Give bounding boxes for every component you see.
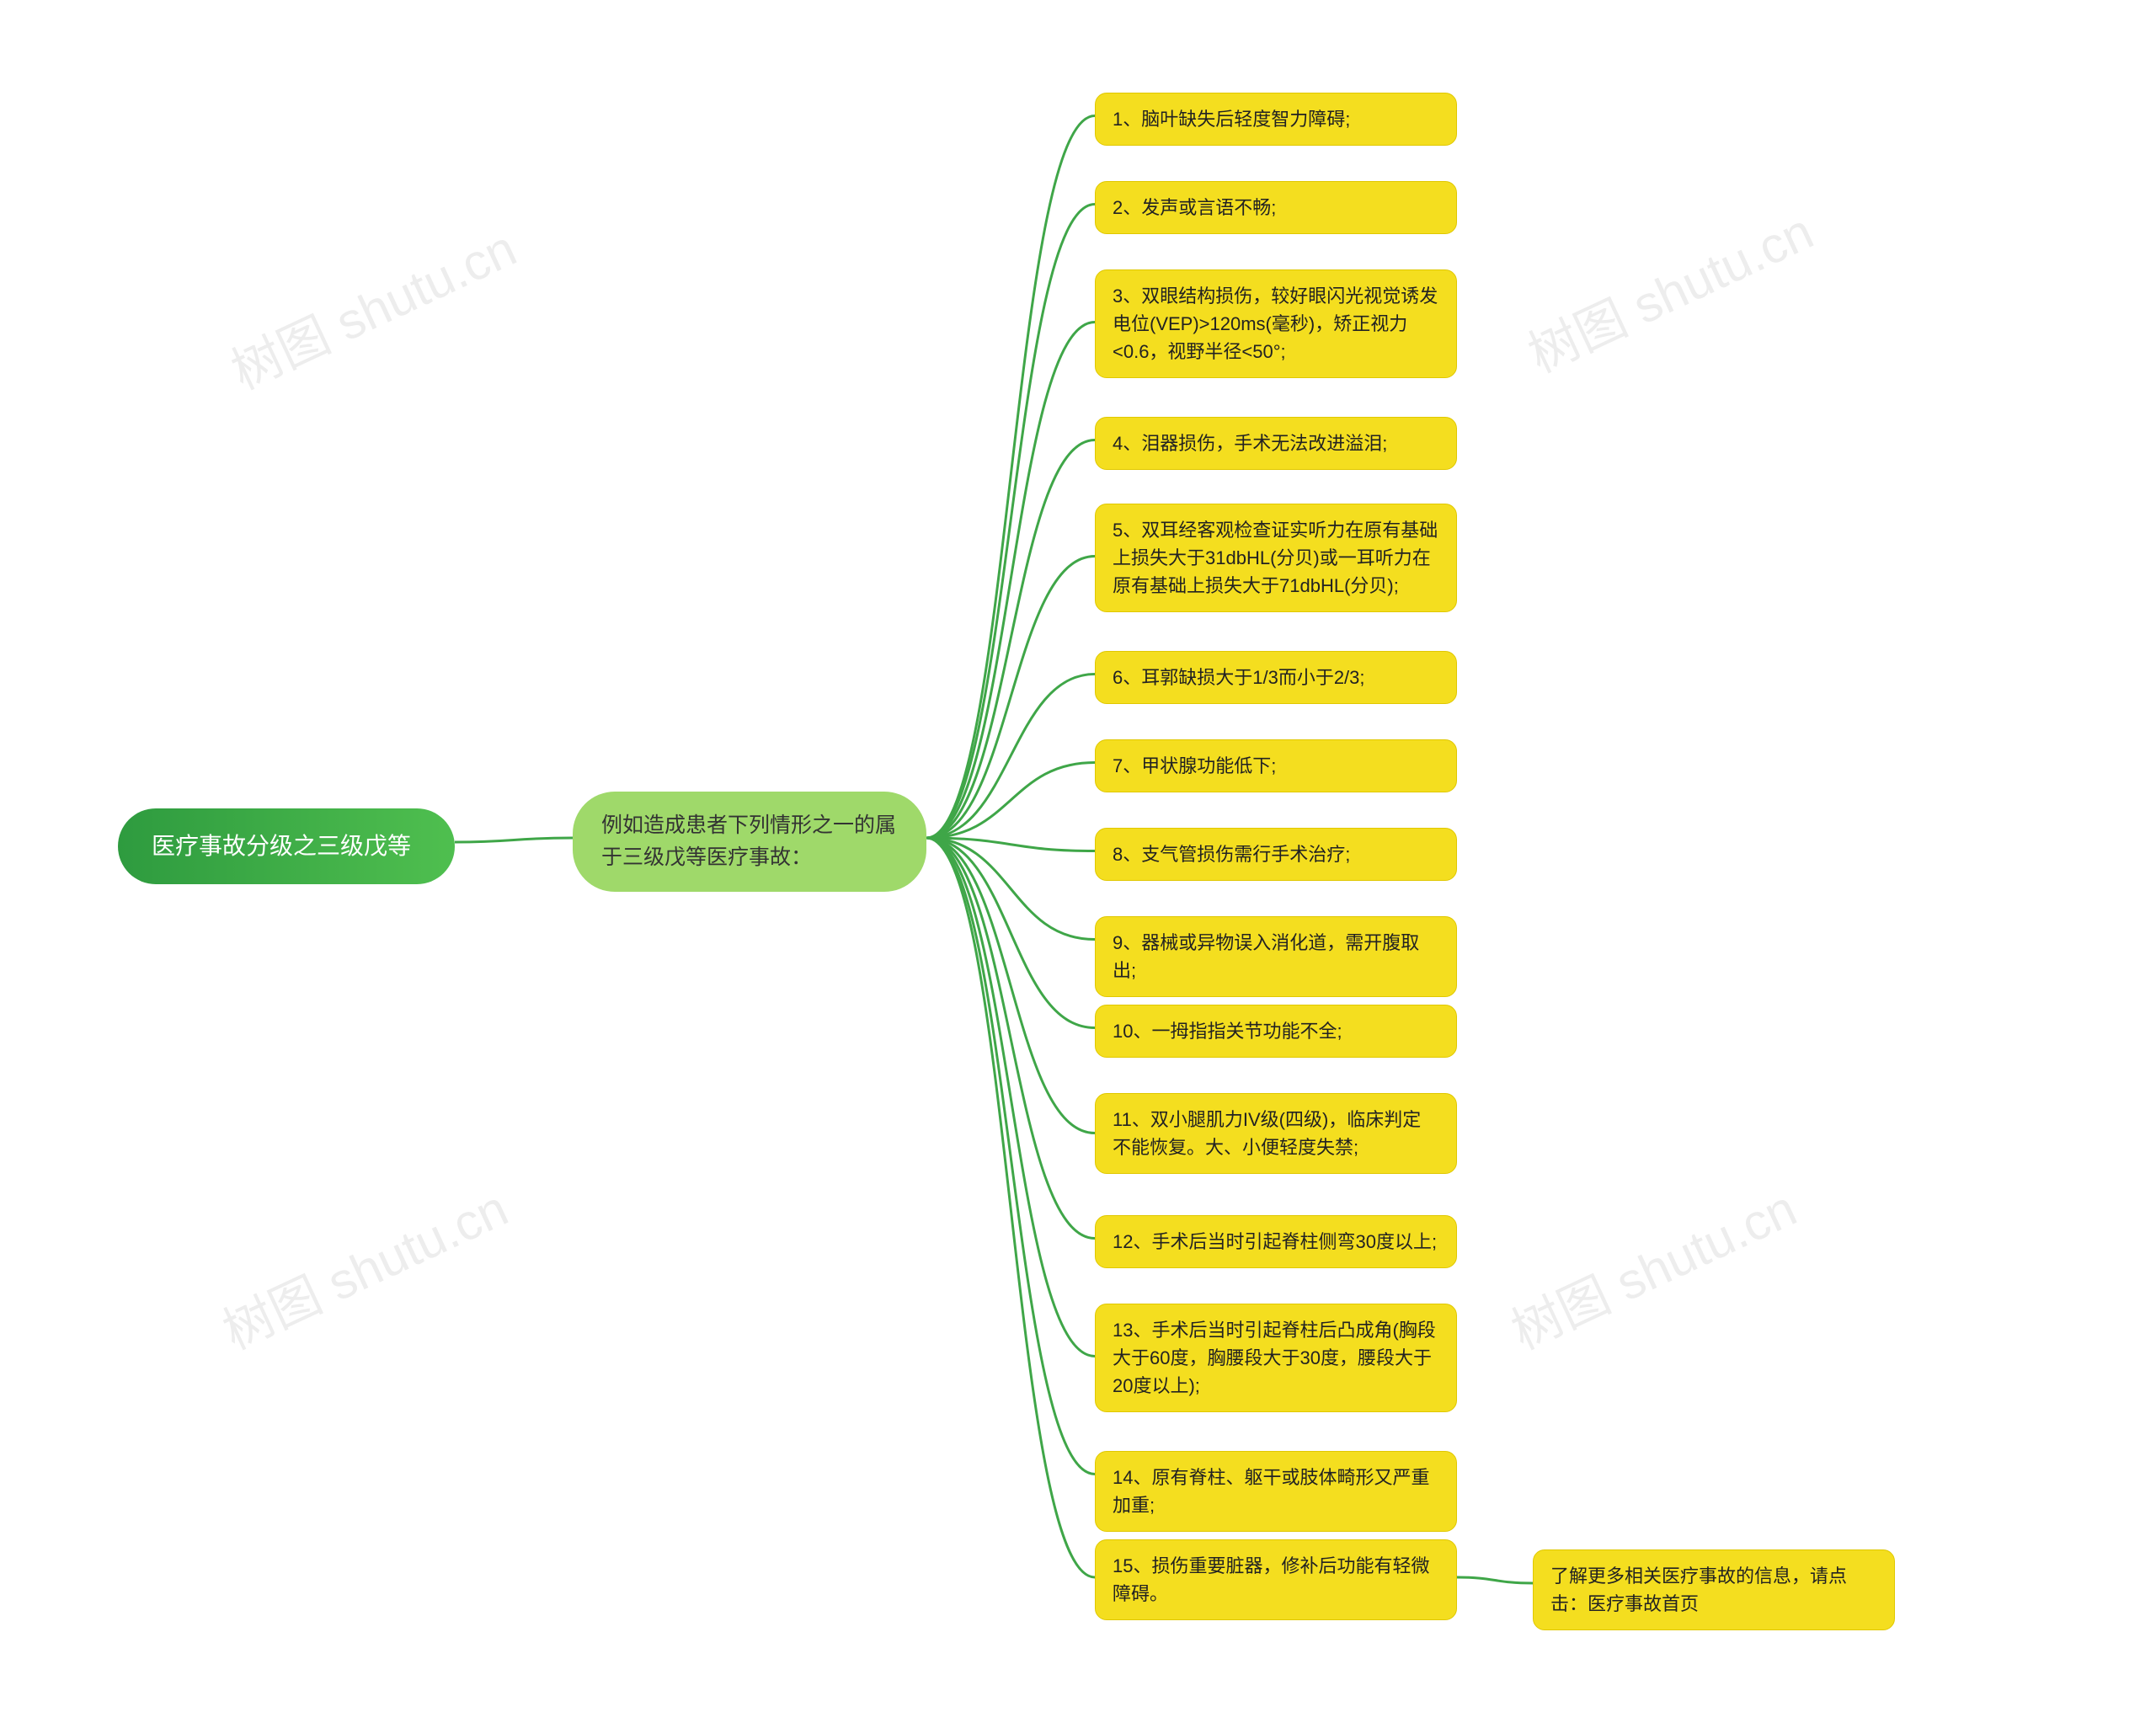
- leaf-node: 11、双小腿肌力IV级(四级)，临床判定不能恢复。大、小便轻度失禁;: [1095, 1093, 1457, 1174]
- leaf-text: 6、耳郭缺损大于1/3而小于2/3;: [1113, 667, 1365, 688]
- leaf-text: 9、器械或异物误入消化道，需开腹取出;: [1113, 932, 1419, 981]
- tail-node: 了解更多相关医疗事故的信息，请点击：医疗事故首页: [1533, 1549, 1895, 1630]
- leaf-node: 13、手术后当时引起脊柱后凸成角(胸段大于60度，胸腰段大于30度，腰段大于20…: [1095, 1304, 1457, 1412]
- mindmap-container: 医疗事故分级之三级戊等 例如造成患者下列情形之一的属于三级戊等医疗事故： 1、脑…: [0, 0, 2156, 1728]
- leaf-node: 7、甲状腺功能低下;: [1095, 739, 1457, 792]
- leaf-text: 8、支气管损伤需行手术治疗;: [1113, 844, 1350, 865]
- leaf-node: 1、脑叶缺失后轻度智力障碍;: [1095, 93, 1457, 146]
- leaf-text: 1、脑叶缺失后轻度智力障碍;: [1113, 109, 1350, 130]
- leaf-node: 3、双眼结构损伤，较好眼闪光视觉诱发电位(VEP)>120ms(毫秒)，矫正视力…: [1095, 269, 1457, 378]
- leaf-text: 3、双眼结构损伤，较好眼闪光视觉诱发电位(VEP)>120ms(毫秒)，矫正视力…: [1113, 285, 1438, 362]
- level1-node: 例如造成患者下列情形之一的属于三级戊等医疗事故：: [573, 792, 926, 892]
- leaf-text: 4、泪器损伤，手术无法改进溢泪;: [1113, 433, 1387, 454]
- leaf-text: 7、甲状腺功能低下;: [1113, 755, 1276, 776]
- leaf-text: 14、原有脊柱、躯干或肢体畸形又严重加重;: [1113, 1467, 1429, 1516]
- leaf-node: 14、原有脊柱、躯干或肢体畸形又严重加重;: [1095, 1451, 1457, 1532]
- leaf-text: 12、手术后当时引起脊柱侧弯30度以上;: [1113, 1231, 1437, 1252]
- leaf-text: 5、双耳经客观检查证实听力在原有基础上损失大于31dbHL(分贝)或一耳听力在原…: [1113, 520, 1438, 596]
- leaf-text: 10、一拇指指关节功能不全;: [1113, 1021, 1342, 1042]
- leaf-node: 10、一拇指指关节功能不全;: [1095, 1005, 1457, 1058]
- root-node: 医疗事故分级之三级戊等: [118, 808, 455, 884]
- leaf-node: 12、手术后当时引起脊柱侧弯30度以上;: [1095, 1215, 1457, 1268]
- leaf-node: 2、发声或言语不畅;: [1095, 181, 1457, 234]
- leaf-text: 15、损伤重要脏器，修补后功能有轻微障碍。: [1113, 1555, 1429, 1604]
- level1-text: 例如造成患者下列情形之一的属于三级戊等医疗事故：: [601, 813, 896, 869]
- leaf-node: 5、双耳经客观检查证实听力在原有基础上损失大于31dbHL(分贝)或一耳听力在原…: [1095, 504, 1457, 612]
- leaf-node: 8、支气管损伤需行手术治疗;: [1095, 828, 1457, 881]
- tail-text: 了解更多相关医疗事故的信息，请点击：医疗事故首页: [1550, 1565, 1847, 1614]
- leaf-node: 15、损伤重要脏器，修补后功能有轻微障碍。: [1095, 1539, 1457, 1620]
- leaf-node: 4、泪器损伤，手术无法改进溢泪;: [1095, 417, 1457, 470]
- leaf-node: 6、耳郭缺损大于1/3而小于2/3;: [1095, 651, 1457, 704]
- leaf-text: 13、手术后当时引起脊柱后凸成角(胸段大于60度，胸腰段大于30度，腰段大于20…: [1113, 1320, 1436, 1396]
- leaf-text: 11、双小腿肌力IV级(四级)，临床判定不能恢复。大、小便轻度失禁;: [1113, 1109, 1421, 1158]
- leaf-node: 9、器械或异物误入消化道，需开腹取出;: [1095, 916, 1457, 997]
- leaf-text: 2、发声或言语不畅;: [1113, 197, 1276, 218]
- root-text: 医疗事故分级之三级戊等: [152, 833, 411, 859]
